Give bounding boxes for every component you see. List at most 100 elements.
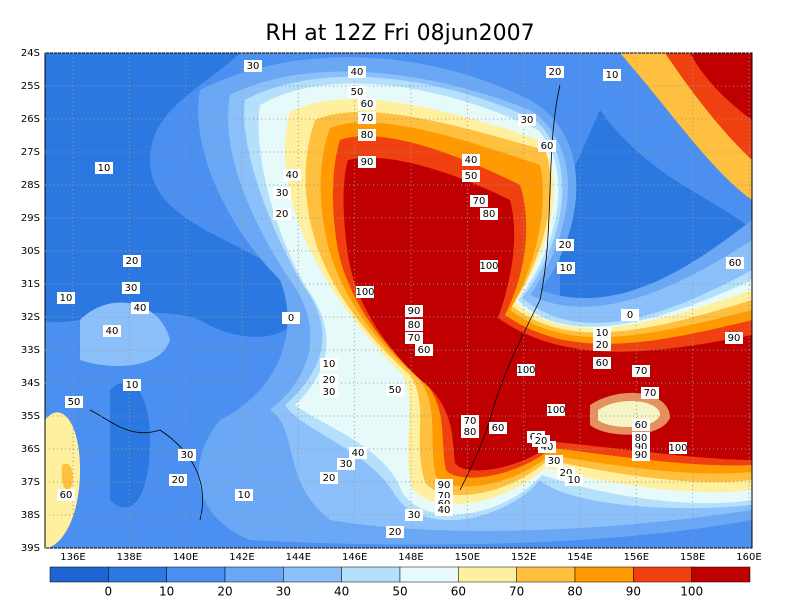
contour-label-bg (603, 69, 621, 81)
colorbar-label: 70 (509, 585, 524, 599)
contour-label-bg (320, 472, 338, 484)
contour-label-bg (65, 396, 83, 408)
contour-label-bg (435, 479, 453, 491)
contour-label-bg (358, 156, 376, 168)
contour-label: 10 (98, 163, 111, 174)
plot-frame (44, 52, 753, 549)
colorbar-box (516, 566, 576, 583)
contour-label: 60 (729, 258, 742, 269)
contour-label: 20 (559, 240, 572, 251)
contour-label-group: 20 (273, 208, 291, 220)
contour-label-bg (462, 170, 480, 182)
contour-label: 30 (247, 61, 260, 72)
contour-label: 20 (276, 209, 289, 220)
contour-label-bg (169, 474, 187, 486)
contour-label-group: 20 (320, 374, 338, 386)
contour-label: 20 (535, 436, 548, 447)
contour-label: 90 (361, 157, 374, 168)
contour-label: 40 (286, 170, 299, 181)
contour-label-bg (415, 344, 433, 356)
contour-label: 10 (126, 380, 139, 391)
lat-tick-label: 32S (21, 312, 40, 323)
contour-label-bg (538, 140, 556, 152)
contour-label-bg (386, 526, 404, 538)
contour-label-bg (348, 66, 366, 78)
lon-tick-label: 158E (680, 552, 705, 563)
contour-label-group: 0 (282, 312, 300, 324)
contour-label: 0 (627, 310, 633, 321)
contour-label: 80 (483, 209, 496, 220)
contour-label-group: 60 (726, 257, 744, 269)
contour-label-bg (517, 364, 535, 376)
contour-label-group: 10 (557, 262, 575, 274)
contour-label-group: 40 (131, 302, 149, 314)
contour-label: 50 (465, 171, 478, 182)
lon-tick-label: 142E (229, 552, 254, 563)
colorbar-label: 50 (392, 585, 407, 599)
contour-label-group: 10 (593, 327, 611, 339)
contour-label-group: 0 (621, 309, 639, 321)
contour-label: 40 (351, 67, 364, 78)
lon-tick-label: 154E (567, 552, 592, 563)
contour-label: 20 (596, 340, 609, 351)
colorbar-label: 0 (105, 585, 113, 599)
contour-label: 20 (126, 256, 139, 267)
contour-label: 20 (323, 473, 336, 484)
contour-label-group: 10 (565, 474, 583, 486)
contour-label: 0 (288, 313, 294, 324)
colorbar-box (341, 566, 401, 583)
contour-label-group: 100 (668, 442, 688, 454)
contour-label-bg (632, 365, 650, 377)
contour-label-group: 80 (461, 426, 479, 438)
contour-label-group: 10 (320, 358, 338, 370)
colorbar-box (166, 566, 226, 583)
contour-label-bg (348, 86, 366, 98)
lon-tick-label: 156E (624, 552, 649, 563)
contour-label: 100 (516, 365, 535, 376)
contour-label-bg (95, 162, 113, 174)
contour-label-bg (641, 387, 659, 399)
contour-label-group: 40 (103, 325, 121, 337)
colorbar-label: 90 (626, 585, 641, 599)
contour-label: 90 (635, 450, 648, 461)
contour-label-group: 100 (479, 260, 499, 272)
lat-tick-label: 33S (21, 345, 40, 356)
contour-label-group: 70 (358, 112, 376, 124)
contour-label-bg (480, 208, 498, 220)
contour-label: 60 (418, 345, 431, 356)
contour-label-group: 40 (283, 169, 301, 181)
contour-label-group: 30 (122, 282, 140, 294)
contour-label: 10 (238, 490, 251, 501)
contour-label-group: 90 (725, 332, 743, 344)
lat-tick-label: 36S (21, 444, 40, 455)
contour-label: 100 (546, 405, 565, 416)
contour-label-bg (489, 422, 507, 434)
contour-label-group: 20 (532, 435, 550, 447)
contour-label: 100 (355, 287, 374, 298)
contour-label-bg (131, 302, 149, 314)
contour-label: 40 (465, 155, 478, 166)
contour-label-bg (405, 305, 423, 317)
contour-label-bg (547, 404, 565, 416)
lon-tick-label: 160E (736, 552, 761, 563)
contour-label-bg (320, 358, 338, 370)
contour-label-bg (244, 60, 262, 72)
contour-label-group: 20 (556, 239, 574, 251)
contour-label: 70 (473, 196, 486, 207)
contour-label-bg (122, 282, 140, 294)
contour-label-bg (358, 129, 376, 141)
contour-label-bg (461, 415, 479, 427)
colorbar-box (108, 566, 167, 583)
contour-label-bg (461, 426, 479, 438)
contour-label-group: 100 (546, 404, 566, 416)
contour-label: 50 (351, 87, 364, 98)
contour-label-group: 40 (462, 154, 480, 166)
contour-label: 90 (438, 480, 451, 491)
contour-label-group: 30 (518, 114, 536, 126)
colorbar-box (691, 566, 751, 583)
contour-label: 50 (389, 385, 402, 396)
contour-label: 60 (596, 358, 609, 369)
contour-label-bg (178, 449, 196, 461)
contour-label-bg (632, 419, 650, 431)
